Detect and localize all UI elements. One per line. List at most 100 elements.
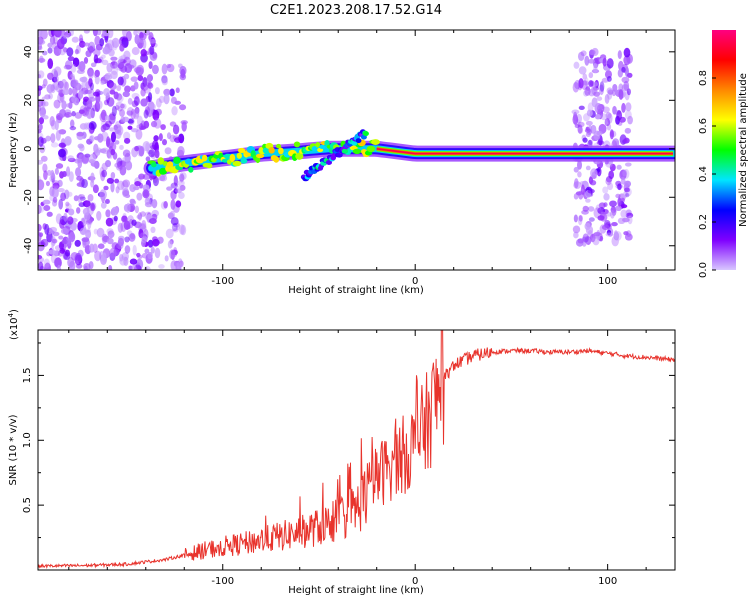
noise-blob [149, 45, 155, 56]
noise-blob [137, 74, 144, 82]
noise-blob [139, 32, 144, 40]
noise-blob [78, 90, 84, 100]
noise-blob [38, 105, 42, 112]
noise-blob [97, 243, 105, 249]
noise-blob [613, 230, 619, 240]
noise-blob [38, 159, 44, 165]
ridge-blob [202, 154, 208, 162]
noise-blob [136, 252, 141, 258]
snr-x-tick-label: -100 [211, 576, 234, 587]
noise-blob [573, 166, 579, 173]
colorbar-label: Normalized spectral amplitude [738, 73, 749, 227]
noise-blob [38, 30, 43, 37]
noise-blob [104, 198, 110, 205]
ridge-blob [273, 156, 280, 163]
branch-blob [351, 140, 358, 146]
noise-blob [38, 123, 43, 131]
noise-blob [627, 215, 633, 225]
ridge-blob [366, 145, 376, 153]
noise-blob [38, 70, 45, 79]
noise-blob [41, 96, 46, 108]
noise-blob [109, 82, 117, 91]
noise-blob [140, 82, 145, 90]
ridge-blob [315, 142, 321, 148]
noise-blob [161, 75, 168, 84]
noise-blob [615, 193, 621, 199]
noise-blob [580, 50, 587, 57]
noise-blob [105, 209, 111, 218]
noise-blob [60, 228, 69, 235]
noise-blob [598, 202, 606, 209]
noise-blob [596, 130, 603, 136]
noise-blob [149, 38, 157, 44]
noise-blob [582, 137, 588, 143]
noise-blob [45, 180, 50, 187]
noise-blob [155, 98, 162, 108]
noise-blob [83, 42, 90, 47]
noise-blob [110, 148, 116, 156]
noise-blob [53, 34, 58, 45]
noise-blob [58, 148, 66, 158]
noise-blob [606, 229, 612, 236]
snr-y-tick-label: 1.0 [22, 432, 33, 448]
noise-blob [140, 98, 148, 107]
noise-blob [127, 97, 133, 105]
noise-blob [49, 35, 56, 45]
spectrogram-x-tick-label: -100 [211, 276, 234, 287]
noise-blob [88, 96, 96, 102]
noise-blob [87, 193, 94, 202]
noise-blob [173, 175, 178, 187]
noise-blob [59, 219, 65, 229]
noise-blob [57, 250, 63, 257]
noise-blob [607, 182, 614, 191]
spectrogram-x-tick-label: 0 [412, 276, 418, 287]
noise-blob [128, 64, 135, 69]
noise-blob [62, 47, 68, 53]
noise-blob [66, 47, 74, 57]
noise-blob [58, 198, 64, 210]
noise-blob [174, 188, 183, 194]
noise-blob [147, 239, 154, 248]
noise-blob [119, 256, 127, 266]
noise-blob [154, 149, 160, 159]
noise-blob [47, 42, 53, 48]
noise-blob [626, 72, 633, 78]
colorbar-tick-label: 0.2 [698, 214, 709, 230]
noise-blob [122, 91, 130, 98]
noise-blob [126, 110, 134, 116]
noise-blob [104, 115, 110, 121]
noise-blob [96, 30, 102, 36]
noise-blob [584, 77, 589, 87]
noise-blob [169, 88, 175, 97]
noise-blob [136, 192, 143, 201]
noise-blob [109, 247, 117, 259]
noise-blob [38, 74, 42, 79]
noise-blob [573, 181, 582, 189]
noise-blob [150, 246, 155, 254]
noise-blob [123, 56, 131, 66]
noise-blob [617, 50, 622, 60]
noise-blob [578, 215, 583, 222]
noise-blob [591, 97, 598, 108]
noise-blob [122, 190, 130, 197]
noise-blob [96, 100, 103, 110]
noise-blob [180, 68, 186, 79]
noise-blob [147, 92, 153, 103]
noise-blob [65, 103, 73, 108]
noise-blob [599, 81, 605, 92]
noise-blob [599, 84, 604, 96]
noise-blob [45, 135, 51, 142]
noise-blob [54, 30, 62, 38]
snr-multiplier: (x104) [7, 309, 20, 340]
noise-blob [605, 232, 614, 237]
noise-blob [578, 78, 584, 89]
noise-blob [126, 230, 133, 236]
noise-blob [606, 212, 612, 217]
noise-blob [76, 175, 83, 181]
ridge-blob [278, 147, 284, 155]
noise-blob [574, 123, 580, 129]
noise-blob [133, 30, 138, 36]
noise-blob [90, 62, 97, 68]
noise-blob [54, 167, 59, 175]
